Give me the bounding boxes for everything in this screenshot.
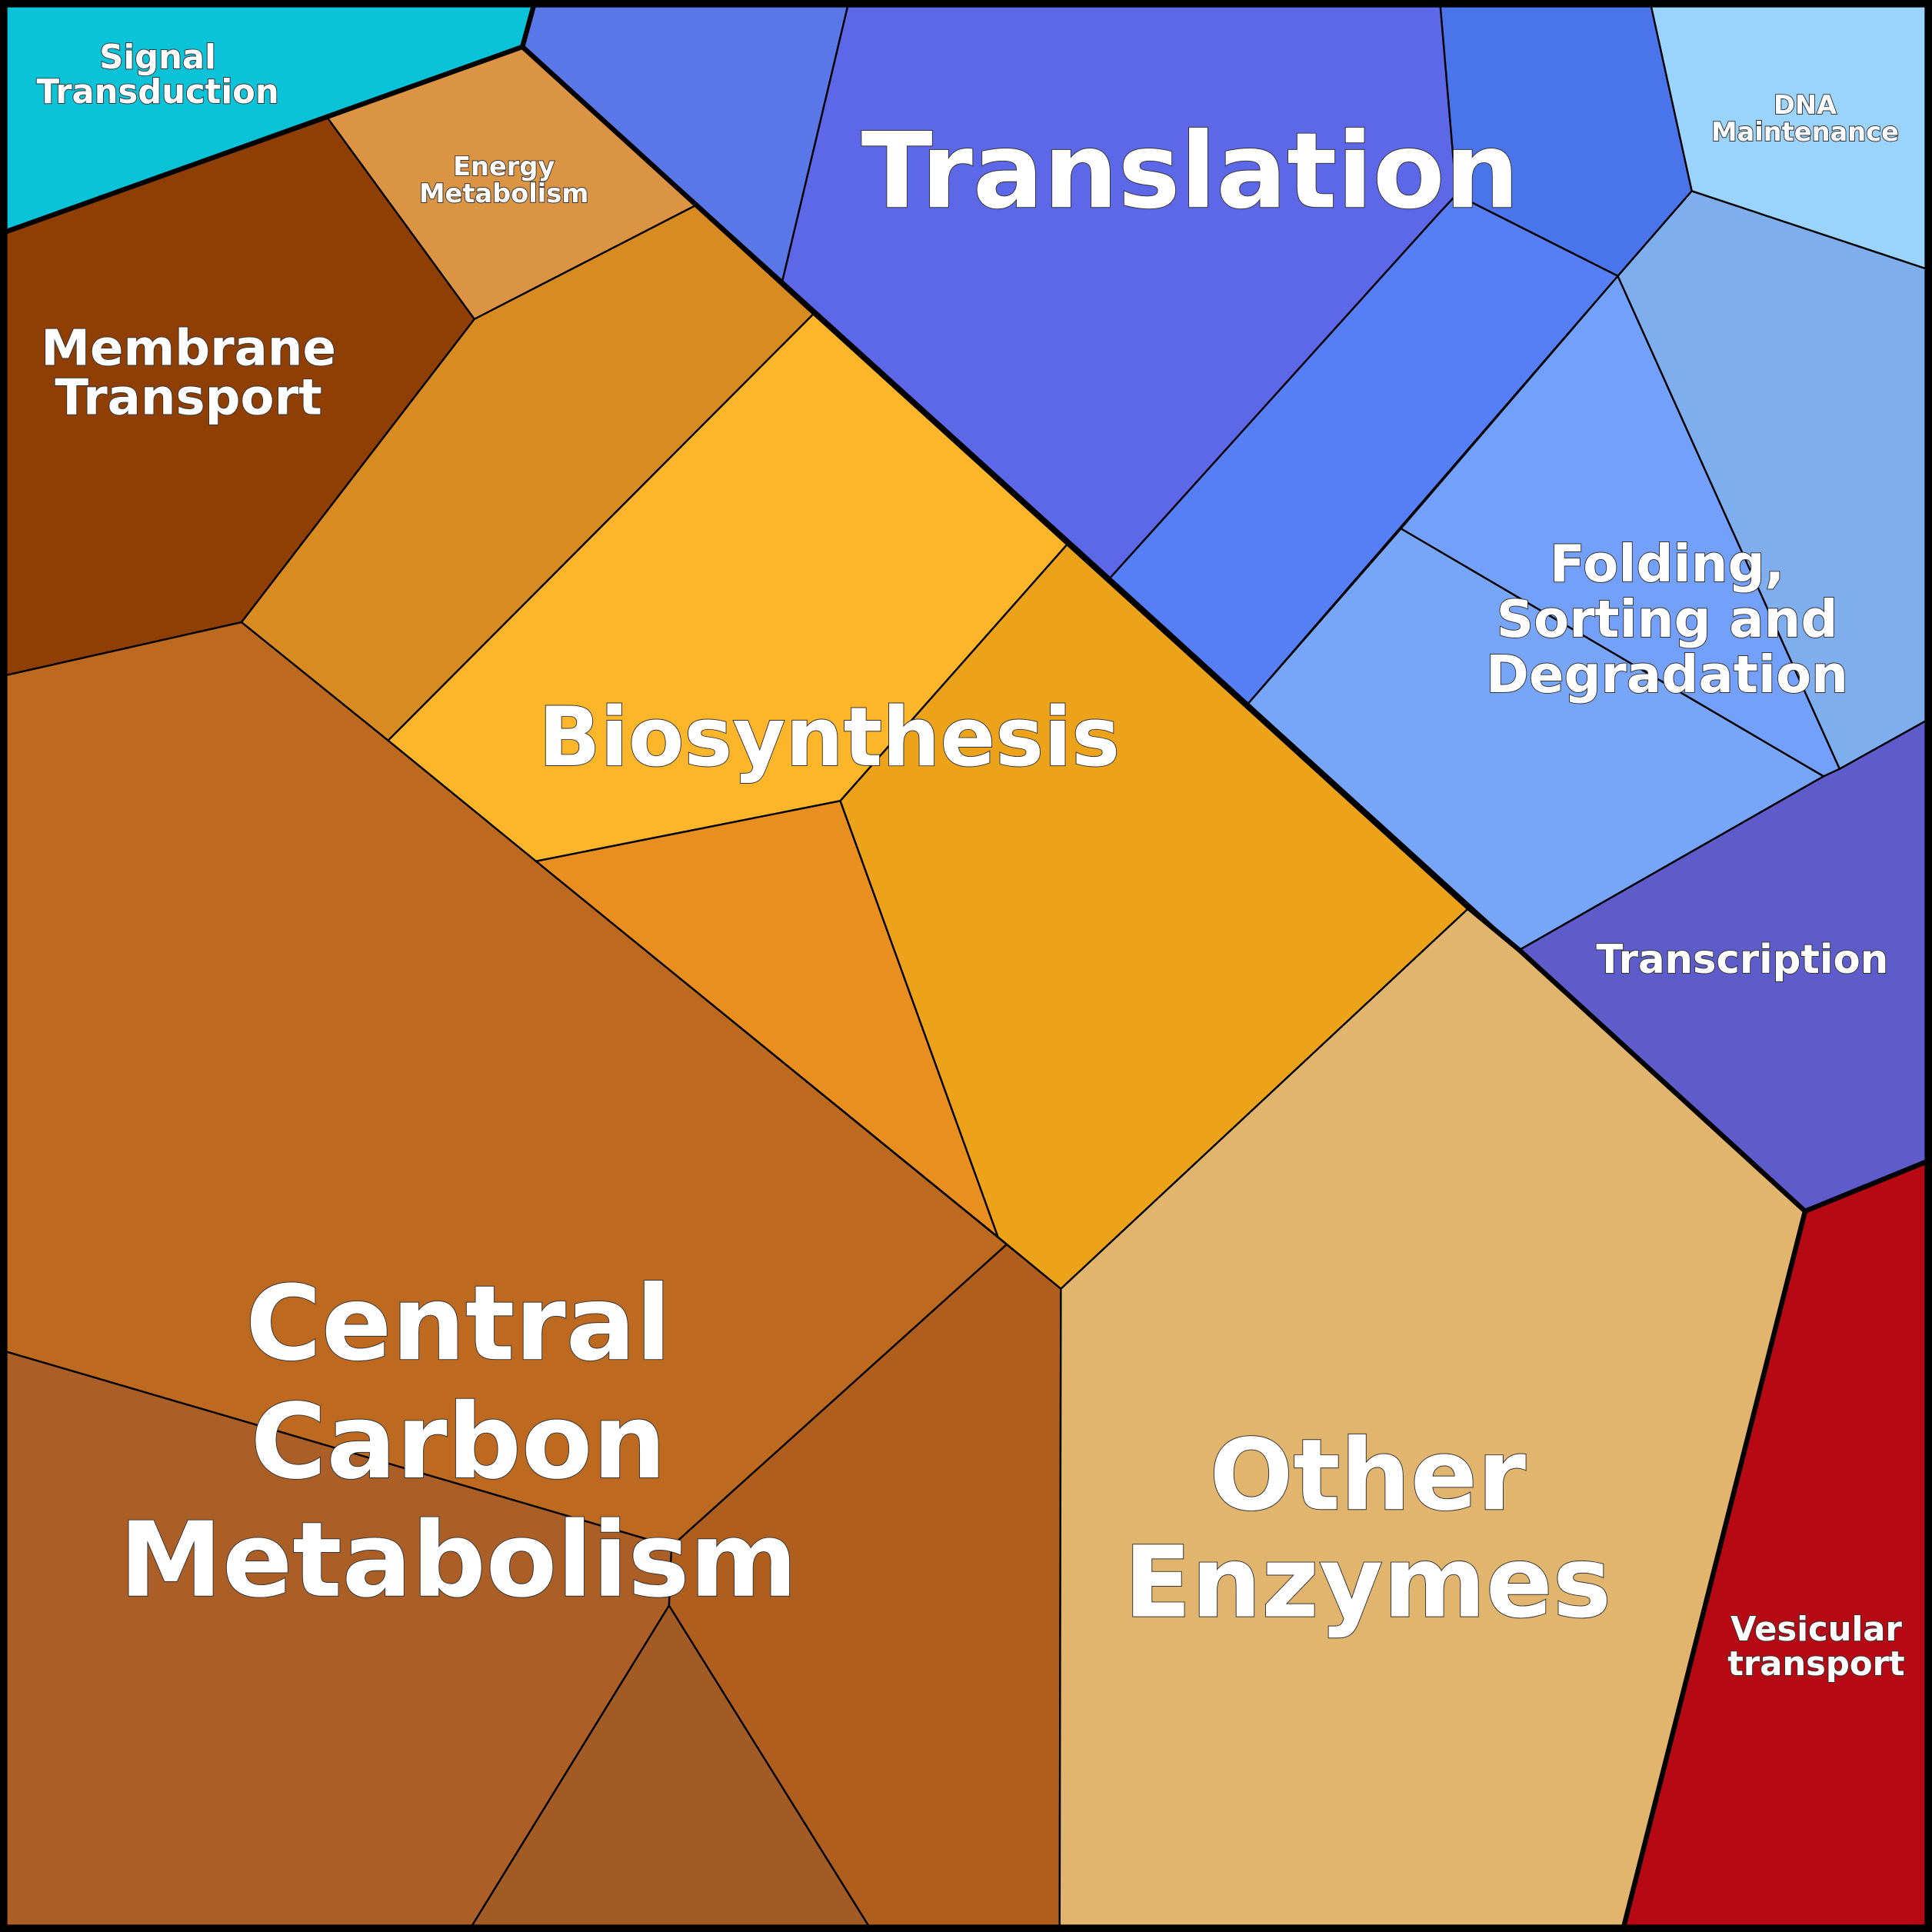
region-label: Biosynthesis [538, 690, 1120, 784]
label-line: Translation [861, 111, 1520, 232]
label-line: Metabolism [119, 1499, 798, 1620]
label-line: transport [1727, 1644, 1904, 1683]
label-line: Central [245, 1263, 671, 1384]
label-line: Transport [55, 369, 321, 426]
border [521, 45, 1808, 1927]
label-line: Folding, [1550, 533, 1784, 593]
cell [1109, 193, 1619, 705]
region-label: Vesicular transport [1727, 1611, 1904, 1684]
label-line: Sorting and [1497, 589, 1838, 649]
label-line: Signal [99, 38, 216, 76]
label-line: Transcription [1596, 937, 1888, 983]
label-line: Enzymes [1124, 1526, 1611, 1641]
label-line: Membrane [41, 320, 336, 377]
label-line: Degradation [1486, 645, 1848, 705]
region-label: Transcription [1596, 937, 1888, 983]
label-line: Maintenance [1711, 117, 1899, 147]
region-label: Signal Transduction [36, 38, 278, 111]
region-label: Energy Metabolism [419, 151, 588, 208]
label-line: Energy [453, 151, 555, 181]
label-line: Metabolism [419, 178, 588, 208]
region-label: Other Enzymes [1124, 1418, 1611, 1640]
region-label: Translation [861, 111, 1520, 232]
border [1804, 1159, 1927, 1214]
region-label: Central Carbon Metabolism [119, 1263, 798, 1621]
label-line: Biosynthesis [538, 690, 1120, 784]
region-label: Folding, Sorting and Degradation [1486, 533, 1848, 704]
label-line: Vesicular [1730, 1611, 1902, 1649]
region-label: Membrane Transport [41, 320, 336, 426]
label-line: Other [1209, 1418, 1526, 1533]
region-label: DNA Maintenance [1711, 89, 1899, 146]
label-line: Transduction [36, 72, 278, 111]
label-line: Carbon [251, 1381, 666, 1502]
label-line: DNA [1774, 89, 1837, 119]
cells [5, 5, 1927, 1927]
